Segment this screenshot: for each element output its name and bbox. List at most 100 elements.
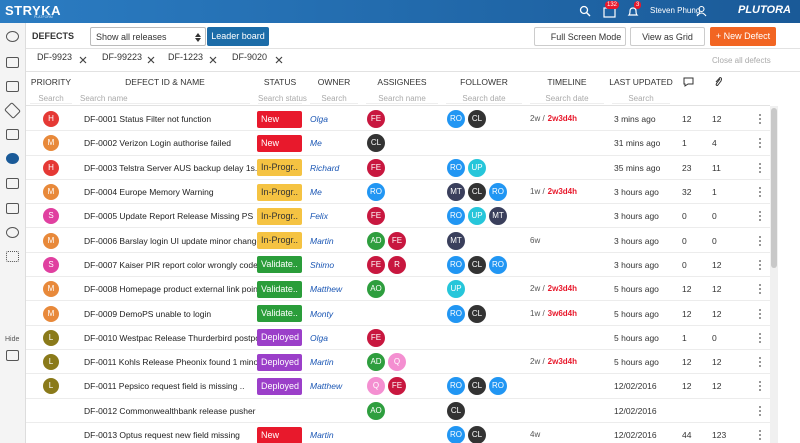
defect-row[interactable]: M DF-0008 Homepage product external link … xyxy=(26,277,770,302)
avatar[interactable]: RO xyxy=(447,426,465,443)
owner[interactable]: Me xyxy=(310,138,322,149)
avatar[interactable]: MT xyxy=(447,183,465,202)
avatar[interactable]: MT xyxy=(489,207,507,226)
defect-row[interactable]: M DF-0002 Verizon Login authorise failed N… xyxy=(26,131,770,156)
nav-icon[interactable] xyxy=(6,81,19,92)
nav-icon[interactable] xyxy=(6,178,19,189)
avatar[interactable]: FE xyxy=(388,377,406,396)
defect-row[interactable]: S DF-0005 Update Report Release Missing P… xyxy=(26,204,770,229)
defect-name[interactable]: DF-0008 Homepage product external link p… xyxy=(84,284,268,295)
avatar[interactable]: RO xyxy=(489,377,507,396)
defect-row[interactable]: H DF-0003 Telstra Server AUS backup delay… xyxy=(26,156,770,180)
avatar[interactable]: CL xyxy=(468,183,486,202)
avatar[interactable]: CL xyxy=(447,401,465,420)
avatar[interactable]: R xyxy=(388,255,406,274)
column-search[interactable]: Search xyxy=(310,94,358,104)
defect-row[interactable]: DF-0013 Optus request new field missing N… xyxy=(26,423,770,443)
row-menu[interactable] xyxy=(758,332,762,344)
release-select[interactable]: Show all releases xyxy=(90,27,206,46)
avatar[interactable]: CL xyxy=(468,110,486,129)
full-screen-button[interactable]: Full Screen Mode xyxy=(534,27,626,46)
avatar[interactable]: Q xyxy=(388,353,406,372)
avatar[interactable]: RO xyxy=(489,183,507,202)
scroll-thumb[interactable] xyxy=(771,108,777,268)
avatar[interactable]: CL xyxy=(468,304,486,323)
new-defect-button[interactable]: + New Defect xyxy=(710,27,776,46)
row-menu[interactable] xyxy=(758,429,762,441)
nav-icon[interactable] xyxy=(6,350,19,361)
owner[interactable]: Martin xyxy=(310,430,334,441)
defect-row[interactable]: M DF-0006 Barslay login UI update minor c… xyxy=(26,229,770,253)
bell-icon[interactable] xyxy=(627,6,639,18)
row-menu[interactable] xyxy=(758,162,762,174)
nav-icon[interactable] xyxy=(6,203,19,214)
defect-name[interactable]: DF-0012 Commonwealthbank release pusher xyxy=(84,405,256,416)
close-all[interactable]: Close all defects xyxy=(712,56,771,65)
avatar[interactable]: CL xyxy=(468,426,486,443)
row-menu[interactable] xyxy=(758,259,762,271)
avatar[interactable]: AO xyxy=(367,401,385,420)
avatar[interactable]: AD xyxy=(367,353,385,372)
defect-name[interactable]: DF-0006 Barslay login UI update minor ch… xyxy=(84,235,266,246)
user-name[interactable]: Steven Phung xyxy=(650,6,701,15)
defect-row[interactable]: M DF-0004 Europe Memory Warning In-Progr..… xyxy=(26,180,770,205)
avatar[interactable]: MT xyxy=(447,231,465,250)
defect-row[interactable]: L DF-0011 Kohls Release Pheonix found 1 m… xyxy=(26,350,770,375)
avatar[interactable]: FE xyxy=(367,207,385,226)
avatar[interactable]: UP xyxy=(468,207,486,226)
row-menu[interactable] xyxy=(758,186,762,198)
nav-icon[interactable] xyxy=(6,251,19,262)
leader-board-button[interactable]: Leader board xyxy=(207,27,269,46)
owner[interactable]: Matthew xyxy=(310,381,343,392)
avatar[interactable]: RO xyxy=(447,255,465,274)
defect-name[interactable]: DF-0007 Kaiser PIR report color wrongly … xyxy=(84,259,263,270)
avatar[interactable]: RO xyxy=(447,207,465,226)
defect-row[interactable]: S DF-0007 Kaiser PIR report color wrongly… xyxy=(26,253,770,278)
defect-name[interactable]: DF-0011 Kohls Release Pheonix found 1 mi… xyxy=(84,357,266,368)
defect-name[interactable]: DF-0013 Optus request new field missing xyxy=(84,430,240,441)
chip-close[interactable] xyxy=(209,56,217,64)
row-menu[interactable] xyxy=(758,308,762,320)
column-search[interactable]: Search xyxy=(612,94,670,104)
row-menu[interactable] xyxy=(758,235,762,247)
nav-icon-active[interactable] xyxy=(6,153,19,164)
defect-name[interactable]: DF-0003 Telstra Server AUS backup delay … xyxy=(84,162,260,173)
defect-name[interactable]: DF-0001 Status Filter not function xyxy=(84,114,212,125)
avatar[interactable]: FE xyxy=(367,328,385,347)
view-grid-button[interactable]: View as Grid xyxy=(630,27,705,46)
owner[interactable]: Olga xyxy=(310,332,328,343)
owner[interactable]: Martin xyxy=(310,357,334,368)
avatar[interactable]: CL xyxy=(468,255,486,274)
avatar[interactable]: RO xyxy=(367,183,385,202)
chip-close[interactable] xyxy=(79,56,87,64)
defect-row[interactable]: H DF-0001 Status Filter not function New Ol… xyxy=(26,107,770,132)
column-search[interactable]: Search name xyxy=(366,94,438,104)
avatar[interactable]: RO xyxy=(447,377,465,396)
nav-icon[interactable] xyxy=(6,227,19,238)
row-menu[interactable] xyxy=(758,380,762,392)
column-search[interactable]: Search status xyxy=(258,94,307,104)
row-menu[interactable] xyxy=(758,137,762,149)
owner[interactable]: Richard xyxy=(310,162,340,173)
hide-toggle[interactable]: Hide xyxy=(5,336,20,343)
defect-name[interactable]: DF-0009 DemoPS unable to login xyxy=(84,308,212,319)
column-search[interactable]: Search xyxy=(30,94,72,104)
avatar[interactable]: UP xyxy=(468,158,486,177)
defect-name[interactable]: DF-0004 Europe Memory Warning xyxy=(84,187,214,198)
avatar[interactable]: RO xyxy=(447,158,465,177)
chip-close[interactable] xyxy=(275,56,283,64)
chip-close[interactable] xyxy=(147,56,155,64)
search-icon[interactable] xyxy=(579,5,591,17)
owner[interactable]: Olga xyxy=(310,114,328,125)
defect-row[interactable]: DF-0012 Commonwealthbank release pusher A… xyxy=(26,399,770,423)
defect-row[interactable]: L DF-0010 Westpac Release Thurderbird pos… xyxy=(26,326,770,350)
owner[interactable]: Felix xyxy=(310,211,328,222)
column-search[interactable]: Search name xyxy=(80,94,250,104)
defect-name[interactable]: DF-0005 Update Report Release Missing PS xyxy=(84,211,254,222)
nav-icon[interactable] xyxy=(6,57,19,68)
avatar[interactable]: FE xyxy=(388,231,406,250)
row-menu[interactable] xyxy=(758,405,762,417)
avatar[interactable]: FE xyxy=(367,255,385,274)
owner[interactable]: Monty xyxy=(310,308,334,319)
avatar[interactable]: FE xyxy=(367,158,385,177)
